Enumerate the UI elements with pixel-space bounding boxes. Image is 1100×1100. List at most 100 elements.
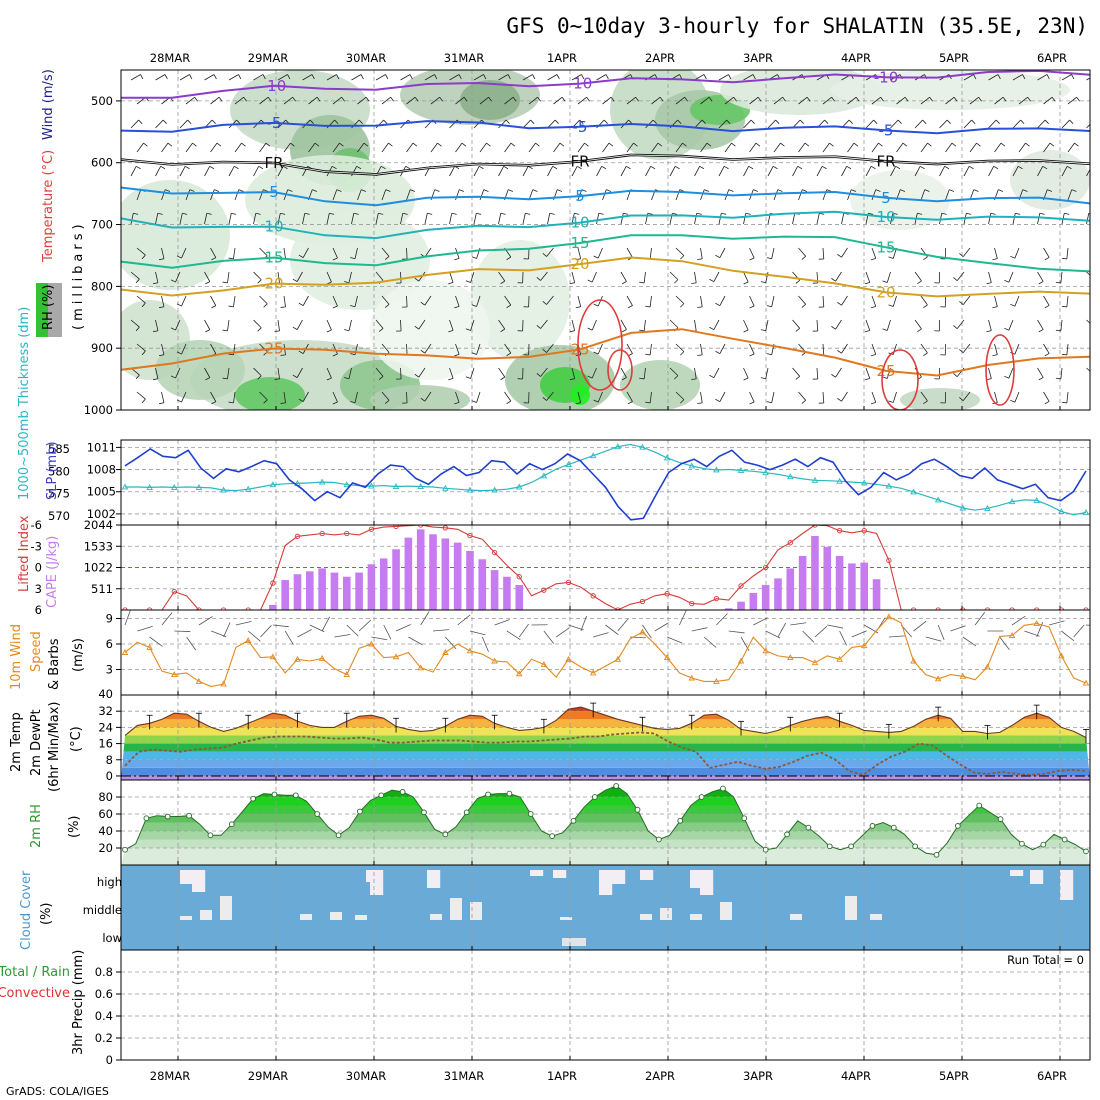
wind-barb [771, 247, 775, 259]
wind-barb [479, 142, 487, 153]
wind-barb-flag [750, 119, 755, 124]
wind-barb [988, 119, 997, 129]
rh-contour-area [460, 80, 520, 120]
wind-barb [130, 166, 137, 177]
wind-barb [1043, 391, 1050, 402]
wind-barb-flag [238, 74, 242, 80]
wind-barb [259, 96, 269, 105]
wind-barb [449, 271, 454, 283]
wind-speed-line-marker [269, 653, 277, 660]
wind-barb [528, 96, 538, 105]
wind10m-barb [950, 625, 966, 632]
wind-barb-flag [448, 378, 454, 381]
wind-barb [669, 367, 679, 376]
wind-barb-flag [1010, 255, 1016, 259]
wind-barb [749, 343, 755, 355]
wind-barb [1093, 392, 1100, 400]
cloud-high-block [427, 870, 441, 888]
rh-fill [121, 786, 1090, 865]
wind-barb-flag [1094, 120, 1097, 124]
wind-barb-flag [508, 189, 514, 192]
thickness-line [125, 443, 1087, 516]
thickness-line-marker [146, 483, 153, 490]
wind-barb-flag [358, 119, 363, 124]
lifted-index-line-marker [516, 574, 522, 580]
cloud-high-block [1010, 870, 1024, 876]
rh-color-bands [121, 786, 1090, 865]
wind-barb-flag [236, 119, 241, 124]
wind-barb [1067, 96, 1077, 105]
isotherm-label: 25 [264, 339, 283, 357]
rh-tick-label: 60 [98, 807, 113, 821]
rh-point [890, 824, 897, 831]
cape-bar [318, 568, 326, 610]
wind-barb [1037, 74, 1048, 81]
wind-barb-flag [402, 212, 408, 215]
wind-barb [1008, 271, 1014, 283]
wind-barb-flag [923, 304, 928, 309]
wind-barb [994, 142, 1002, 153]
wind-barb-flag [434, 189, 440, 192]
wind-barb [1012, 213, 1016, 225]
wind-barb-flag [326, 377, 332, 381]
wind-barb-flag [888, 256, 894, 259]
wind-barb [204, 166, 211, 177]
isotherm-label: 15 [876, 238, 895, 256]
wind-speed-line-marker [294, 655, 301, 662]
wind-barb-flag [257, 279, 262, 284]
wind-barb [546, 391, 554, 401]
precip-panel-frame [120, 949, 1091, 1061]
wind-speed-line [124, 616, 1087, 688]
wind-barb [718, 119, 727, 129]
wind-barb [718, 213, 722, 225]
wind10m-barb [457, 614, 471, 626]
wind-barb [476, 343, 481, 355]
lifted-index-line-marker [787, 540, 793, 546]
wind-barb [724, 96, 734, 105]
wind-barb [204, 271, 211, 282]
wind-barb [841, 213, 845, 225]
wind-barb-flag [576, 165, 582, 170]
wind10m-barb [617, 618, 629, 632]
wind-barbs-label: & Barbs [47, 638, 62, 690]
cape-bar [749, 592, 758, 610]
wind-barb-flag [652, 119, 657, 124]
wind-barb-flag [760, 377, 766, 380]
li-tick-label: -3 [31, 539, 42, 553]
wind-barb-flag [427, 212, 433, 215]
lifted-index-line-marker [541, 587, 547, 593]
wind-barb-flag [1038, 377, 1044, 381]
temp-band [121, 719, 1090, 728]
lifted-index-line-marker [763, 564, 769, 571]
wind-barb [816, 319, 819, 332]
wind-barb-flag [298, 302, 304, 306]
thickness-line-marker [343, 481, 351, 488]
wind-speed-line-marker [515, 670, 523, 677]
wind-barb [841, 166, 848, 177]
rh-contour-area [830, 70, 1070, 110]
wind-barb-flag [959, 253, 964, 257]
wind-barb [473, 213, 477, 225]
wind-barb-flag [363, 142, 369, 147]
wind-barb [504, 142, 512, 153]
wind-barb-flag [298, 398, 304, 402]
wind-barb-flag [917, 328, 922, 333]
wind-barb [956, 271, 965, 281]
wind-barb [424, 74, 435, 81]
wind-barb [675, 96, 685, 105]
rh-band [121, 822, 1090, 831]
wind-barb [626, 391, 633, 402]
wind-barb-flag [233, 165, 239, 170]
wind-barb [1014, 295, 1020, 307]
wind-barb [540, 367, 548, 377]
wind-barb-flag [405, 165, 411, 170]
wind-barb [234, 142, 242, 153]
wind-barb-flag [143, 142, 148, 147]
wind-barb-flag [986, 282, 992, 285]
wind-barb [792, 166, 799, 177]
wind-barb [571, 213, 575, 225]
wind-barb-flag [280, 306, 286, 308]
cape-bar [848, 563, 856, 610]
wind-speed-line-marker [244, 637, 252, 644]
wind-speed-line-marker [811, 659, 819, 666]
